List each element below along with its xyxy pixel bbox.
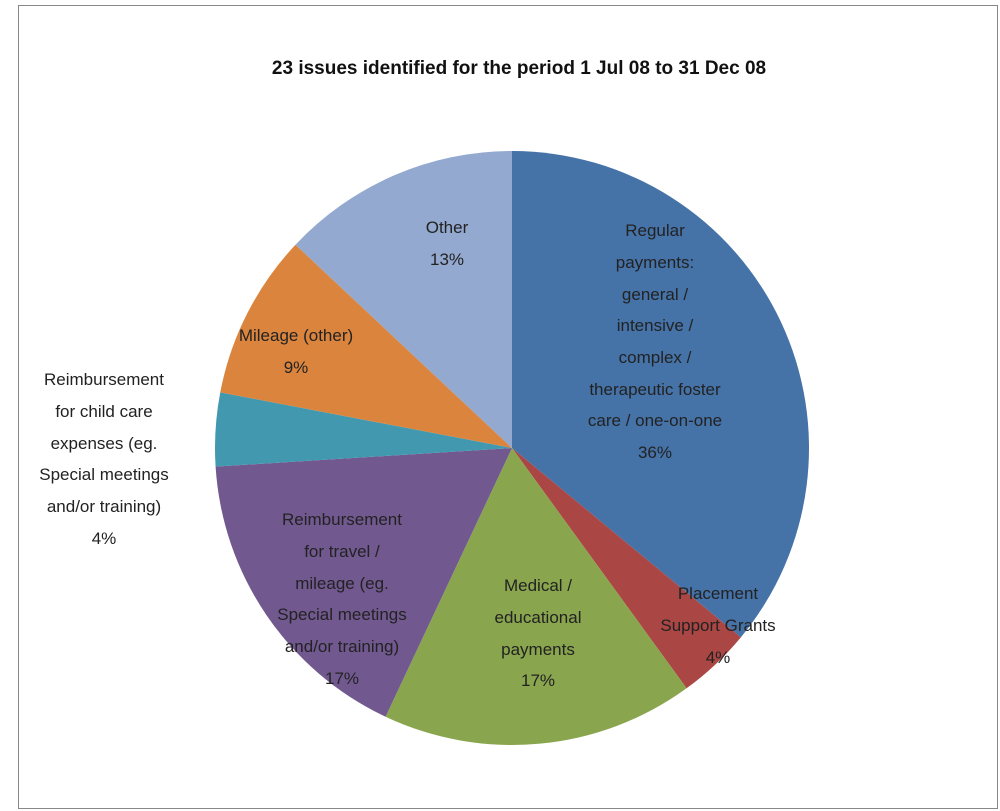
category-label: Medical / educational payments [494, 576, 582, 659]
slice-label: Regular payments: general / intensive / … [588, 215, 722, 469]
category-label: Reimbursement for travel / mileage (eg. … [277, 510, 407, 656]
slice-label: Reimbursement for child care expenses (e… [39, 364, 168, 554]
slice-label: Reimbursement for travel / mileage (eg. … [277, 504, 406, 694]
value-label: 13% [429, 249, 465, 269]
value-label: 9% [283, 357, 309, 377]
pie-slice [385, 448, 687, 745]
category-label: Mileage (other) [238, 326, 354, 346]
pie-slice [295, 151, 512, 448]
value-label: 17% [520, 671, 556, 691]
category-label: Reimbursement for child care expenses (e… [39, 370, 169, 516]
category-label: Placement Support Grants [660, 584, 776, 635]
slice-label: Medical / educational payments 17% [495, 570, 582, 697]
pie-slice [220, 244, 512, 448]
category-label: Other [425, 218, 469, 238]
pie-slice [215, 448, 512, 717]
slice-label: Placement Support Grants 4% [660, 578, 775, 673]
pie-slice [512, 448, 741, 689]
chart-frame [18, 5, 998, 809]
value-label: 4% [91, 528, 117, 548]
pie-slice [512, 151, 809, 638]
value-label: 17% [324, 668, 360, 688]
chart-title: 23 issues identified for the period 1 Ju… [271, 58, 767, 79]
value-label: 4% [705, 647, 731, 667]
slice-label: Other 13% [426, 212, 469, 275]
slice-label: Mileage (other) 9% [239, 320, 353, 383]
pie-slice [214, 392, 512, 467]
value-label: 36% [637, 443, 673, 463]
category-label: Regular payments: general / intensive / … [587, 221, 723, 431]
